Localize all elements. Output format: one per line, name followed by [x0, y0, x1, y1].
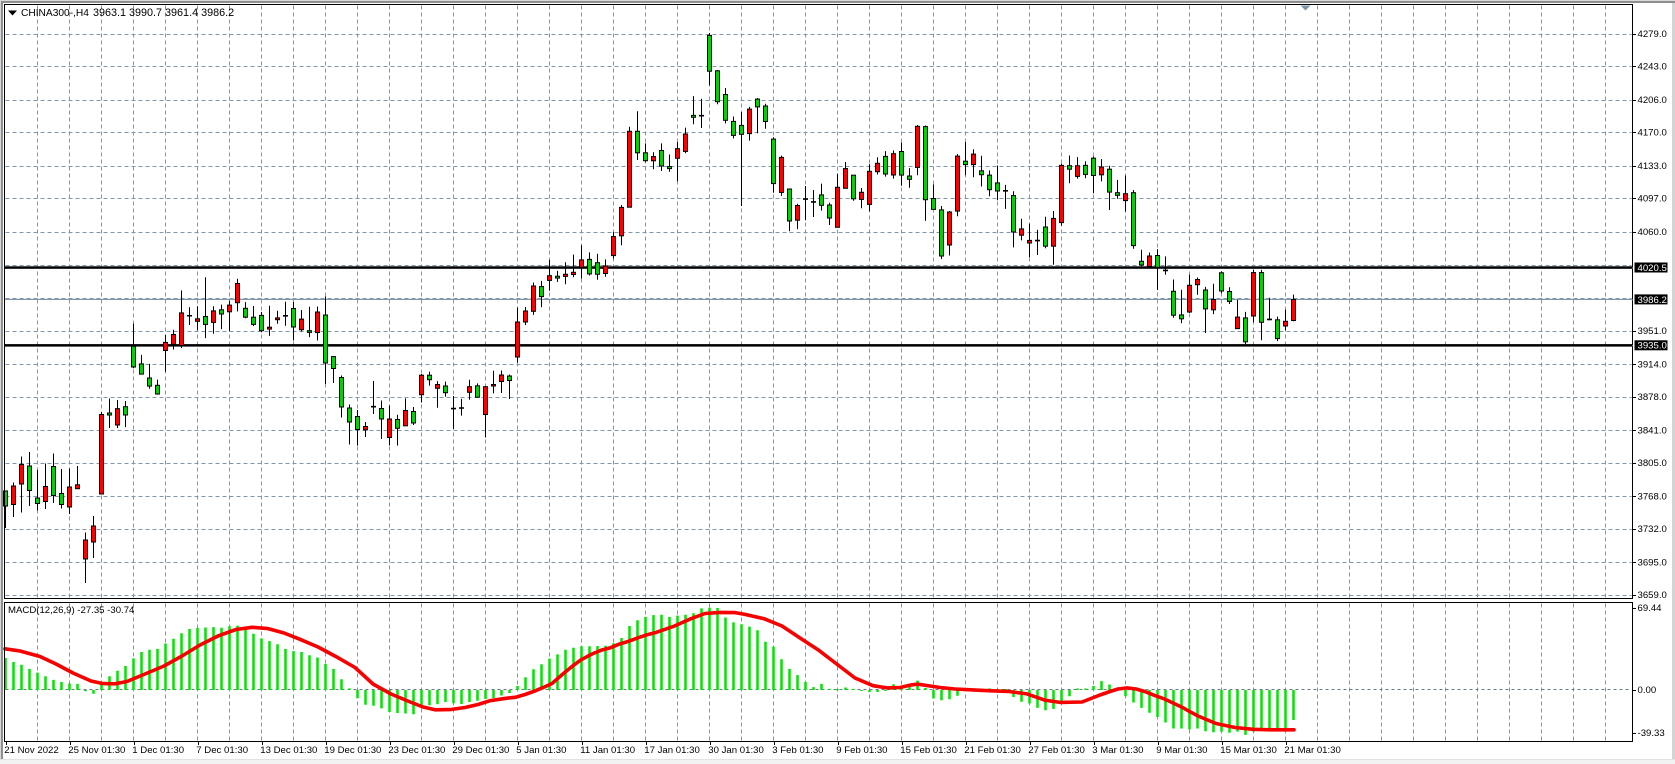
svg-text:21 Feb 01:30: 21 Feb 01:30	[964, 745, 1021, 756]
svg-text:3963.1 3990.7 3961.4 3986.2: 3963.1 3990.7 3961.4 3986.2	[93, 7, 234, 19]
svg-text:4206.0: 4206.0	[1638, 95, 1667, 106]
svg-text:21 Nov 2022: 21 Nov 2022	[4, 745, 58, 756]
svg-text:4243.0: 4243.0	[1638, 62, 1667, 73]
svg-text:15 Mar 01:30: 15 Mar 01:30	[1220, 745, 1277, 756]
svg-text:3951.0: 3951.0	[1638, 326, 1667, 337]
svg-text:MACD(12,26,9) -27.35 -30.74: MACD(12,26,9) -27.35 -30.74	[8, 605, 135, 616]
svg-text:19 Dec 01:30: 19 Dec 01:30	[324, 745, 381, 756]
svg-text:-39.33: -39.33	[1638, 728, 1665, 739]
svg-text:13 Dec 01:30: 13 Dec 01:30	[260, 745, 317, 756]
svg-text:3695.0: 3695.0	[1638, 558, 1667, 569]
svg-text:25 Nov 01:30: 25 Nov 01:30	[68, 745, 125, 756]
svg-text:21 Mar 01:30: 21 Mar 01:30	[1284, 745, 1341, 756]
svg-text:3 Feb 01:30: 3 Feb 01:30	[772, 745, 823, 756]
svg-text:3986.2: 3986.2	[1638, 295, 1667, 306]
svg-text:9 Mar 01:30: 9 Mar 01:30	[1156, 745, 1207, 756]
svg-text:3 Mar 01:30: 3 Mar 01:30	[1092, 745, 1143, 756]
svg-text:29 Dec 01:30: 29 Dec 01:30	[452, 745, 509, 756]
svg-text:1 Dec 01:30: 1 Dec 01:30	[132, 745, 184, 756]
svg-text:3659.0: 3659.0	[1638, 590, 1667, 601]
svg-text:3768.0: 3768.0	[1638, 492, 1667, 503]
svg-text:4060.0: 4060.0	[1638, 227, 1667, 238]
svg-text:9 Feb 01:30: 9 Feb 01:30	[836, 745, 887, 756]
svg-text:3878.0: 3878.0	[1638, 392, 1667, 403]
svg-text:17 Jan 01:30: 17 Jan 01:30	[644, 745, 699, 756]
svg-text:27 Feb 01:30: 27 Feb 01:30	[1028, 745, 1085, 756]
svg-text:4097.0: 4097.0	[1638, 194, 1667, 205]
svg-text:3732.0: 3732.0	[1638, 524, 1667, 535]
svg-text:3841.0: 3841.0	[1638, 425, 1667, 436]
svg-text:7 Dec 01:30: 7 Dec 01:30	[196, 745, 248, 756]
svg-text:11 Jan 01:30: 11 Jan 01:30	[580, 745, 635, 756]
svg-text:69.44: 69.44	[1638, 603, 1663, 614]
svg-text:23 Dec 01:30: 23 Dec 01:30	[388, 745, 445, 756]
svg-text:4279.0: 4279.0	[1638, 29, 1667, 40]
svg-text:4133.0: 4133.0	[1638, 161, 1667, 172]
svg-text:30 Jan 01:30: 30 Jan 01:30	[708, 745, 763, 756]
svg-text:4170.0: 4170.0	[1638, 128, 1667, 139]
svg-text:CHINA300-,H4: CHINA300-,H4	[21, 8, 89, 19]
svg-text:3935.0: 3935.0	[1638, 341, 1667, 352]
svg-text:0.00: 0.00	[1638, 685, 1657, 696]
svg-text:5 Jan 01:30: 5 Jan 01:30	[516, 745, 566, 756]
svg-text:4020.5: 4020.5	[1638, 263, 1667, 274]
svg-text:3805.0: 3805.0	[1638, 458, 1667, 469]
svg-text:15 Feb 01:30: 15 Feb 01:30	[900, 745, 957, 756]
svg-text:3914.0: 3914.0	[1638, 359, 1667, 370]
